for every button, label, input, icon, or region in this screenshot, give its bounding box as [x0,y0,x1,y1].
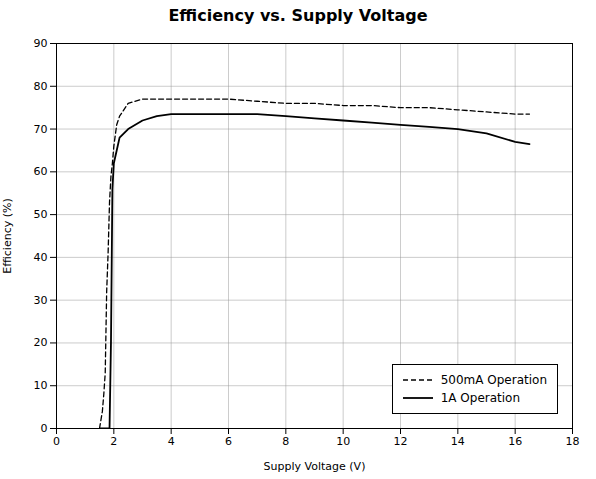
svg-text:50: 50 [34,208,48,221]
svg-text:70: 70 [34,123,48,136]
svg-text:16: 16 [508,435,522,448]
svg-text:40: 40 [34,251,48,264]
svg-text:80: 80 [34,80,48,93]
svg-text:90: 90 [34,37,48,50]
svg-text:30: 30 [34,294,48,307]
svg-text:20: 20 [34,336,48,349]
html-text:500mA Operation: 500mA Operation [440,373,547,387]
svg-text:6: 6 [225,435,232,448]
svg-text:4: 4 [168,435,175,448]
svg-text:8: 8 [282,435,289,448]
svg-text:Supply Voltage (V): Supply Voltage (V) [264,460,366,473]
svg-text:60: 60 [34,165,48,178]
svg-text:14: 14 [451,435,465,448]
html-text:Efficiency vs. Supply Voltage: Efficiency vs. Supply Voltage [168,6,428,25]
svg-text:10: 10 [34,379,48,392]
svg-text:0: 0 [53,435,60,448]
svg-text:18: 18 [566,435,580,448]
svg-text:2: 2 [110,435,117,448]
svg-text:0: 0 [41,422,48,435]
svg-text:12: 12 [394,435,408,448]
svg-text:Efficiency (%): Efficiency (%) [1,198,14,274]
html-text:1A Operation: 1A Operation [440,391,520,405]
svg-text:10: 10 [336,435,350,448]
